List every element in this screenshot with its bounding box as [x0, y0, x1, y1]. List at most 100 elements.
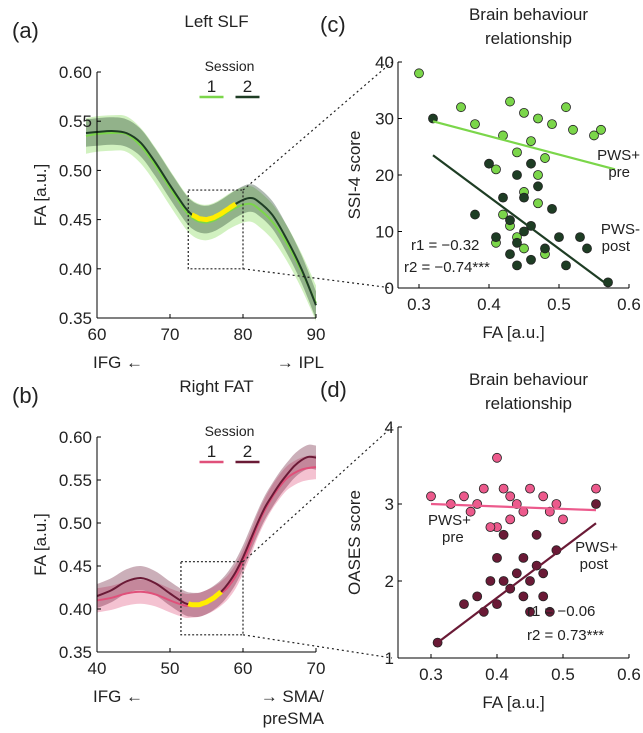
data-point: [533, 170, 543, 180]
data-point: [470, 119, 480, 130]
x-direction-right: → IPL: [277, 353, 324, 372]
panel-label: (c): [320, 12, 346, 37]
connector-bottom: [242, 634, 393, 659]
y-axis-label: FA [a.u.]: [31, 513, 50, 575]
x-tick-label: 50: [161, 659, 180, 678]
x-tick-label: 0.4: [477, 295, 501, 314]
x-axis-label: FA [a.u.]: [482, 693, 544, 712]
data-point: [505, 249, 515, 260]
series-line-1: [85, 131, 317, 304]
y-axis-label: OASES score: [345, 490, 364, 595]
data-point: [526, 158, 536, 169]
legend-label: 2: [243, 442, 252, 461]
data-point: [538, 568, 549, 579]
series-sublabel: post: [580, 556, 609, 573]
data-point: [538, 491, 549, 502]
fit-line: [436, 522, 597, 644]
x-tick-label: 0.4: [485, 665, 509, 684]
data-point: [491, 164, 501, 175]
data-point: [472, 591, 483, 602]
data-point: [519, 243, 529, 254]
data-point: [518, 553, 529, 563]
data-point: [533, 113, 543, 124]
data-point: [526, 254, 536, 265]
confidence-band: [97, 444, 316, 618]
data-point: [470, 209, 480, 220]
x-direction-left: IFG ←: [93, 687, 143, 706]
data-point: [511, 568, 522, 579]
x-tick-label: 0.3: [419, 665, 443, 684]
significant-segment: [190, 201, 238, 223]
data-point: [414, 68, 424, 79]
series-label: PWS+: [597, 147, 640, 164]
x-direction-right: → SMA/: [261, 687, 325, 706]
data-point: [426, 491, 436, 502]
data-point: [568, 124, 578, 135]
data-point: [589, 130, 599, 141]
series-sublabel: pre: [608, 164, 630, 181]
y-tick-label: 0.55: [59, 471, 92, 490]
connector-top: [242, 426, 393, 563]
data-point: [519, 226, 529, 237]
data-point: [512, 147, 522, 158]
data-point: [551, 499, 562, 509]
data-point: [519, 107, 529, 118]
data-point: [561, 260, 571, 271]
y-tick-label: 30: [375, 110, 394, 129]
panel-d: (d) Brain behaviour relationship OASES scor…: [320, 370, 641, 712]
data-point: [459, 599, 469, 609]
data-point: [538, 591, 549, 602]
y-tick-label: 3: [385, 495, 394, 514]
data-point: [591, 483, 601, 494]
series-2: [97, 444, 316, 618]
x-tick-label: 0.5: [551, 665, 575, 684]
y-tick-label: 40: [375, 53, 394, 72]
data-point: [498, 209, 508, 220]
correlation-stat: r1 = −0.32: [411, 237, 479, 254]
confidence-band: [97, 455, 316, 619]
x-axis-label: FA [a.u.]: [482, 323, 544, 342]
data-point: [456, 102, 466, 113]
data-point: [547, 119, 557, 130]
connector-bottom: [242, 268, 393, 289]
significant-segment: [187, 589, 223, 608]
series-post: [432, 499, 601, 648]
data-point: [505, 96, 515, 107]
panel-label: (a): [12, 18, 39, 43]
y-tick-label: 1: [385, 649, 394, 668]
line-panels: (a) Left SLF FA [a.u.] 0.35 0.40 0.45 0.50 0.55…: [12, 12, 325, 728]
data-point: [582, 243, 592, 254]
y-tick-label: 0: [385, 279, 394, 298]
data-point: [485, 576, 496, 586]
zoom-connectors: [242, 61, 393, 659]
series-pre: [426, 452, 601, 532]
data-point: [484, 158, 494, 169]
series-label: PWS+: [428, 512, 471, 529]
x-tick-label: 0.6: [617, 665, 641, 684]
panel-title-line1: Brain behaviour: [469, 5, 588, 24]
y-axis-label: FA [a.u.]: [31, 164, 50, 226]
series-1: [97, 455, 316, 619]
data-point: [485, 522, 496, 532]
fit-line: [430, 502, 597, 512]
data-point: [533, 181, 543, 192]
fit-line: [432, 154, 609, 287]
x-tick-label: 70: [307, 659, 326, 678]
y-tick-label: 0.55: [59, 112, 92, 131]
data-point: [554, 232, 564, 243]
y-tick-label: 0.45: [59, 211, 92, 230]
data-point: [561, 102, 571, 113]
x-tick-label: 0.6: [617, 295, 641, 314]
data-point: [525, 606, 535, 617]
panel-title: Left SLF: [184, 12, 248, 31]
connector-top: [242, 61, 393, 191]
y-tick-label: 0.45: [59, 557, 92, 576]
scatter-panels: (c) Brain behaviour relationship SSI-4 scor…: [320, 5, 641, 712]
correlation-stat: r2 = −0.74***: [404, 259, 490, 276]
data-point: [505, 514, 516, 525]
data-point: [596, 124, 606, 135]
data-point: [558, 514, 568, 525]
y-tick-label: 0.50: [59, 514, 92, 533]
legend-title: Session: [205, 58, 255, 74]
